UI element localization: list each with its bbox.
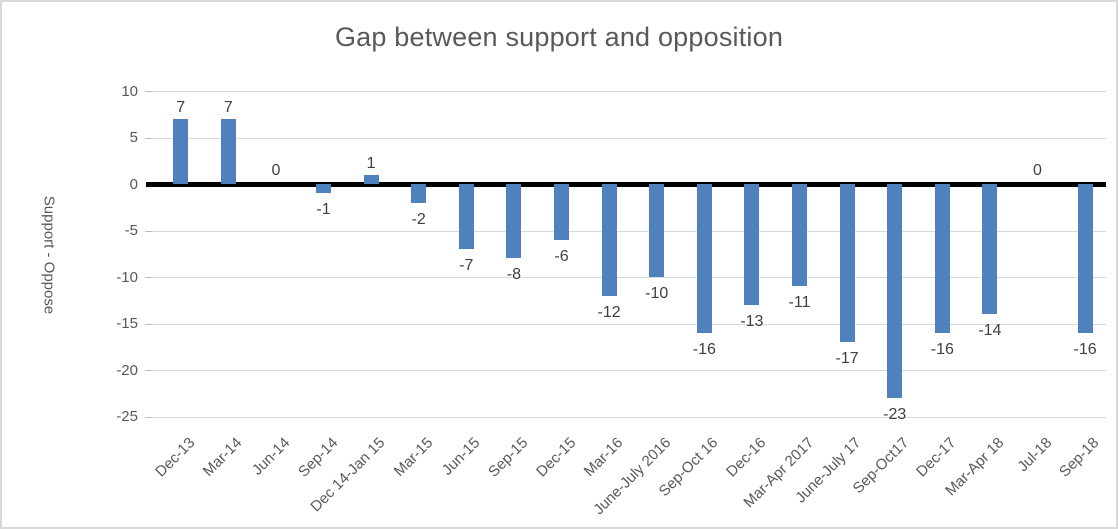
x-axis-tick-label: Mar-14 [199, 434, 246, 480]
x-axis-tick-label: Dec-17 [913, 434, 960, 481]
x-axis-tick-label: Jun-14 [248, 434, 294, 479]
bar [411, 184, 427, 203]
y-axis-tickmark [145, 416, 152, 418]
bar [601, 184, 617, 296]
y-axis-tickmark [145, 91, 152, 92]
y-axis-tickmark [145, 137, 152, 139]
data-label: -14 [978, 322, 1002, 340]
y-axis-tickmark [145, 230, 152, 232]
y-axis-tick-label: 0 [129, 175, 138, 193]
data-label: -7 [459, 257, 474, 275]
bar [792, 184, 807, 287]
data-label: -2 [411, 210, 426, 228]
bar [1077, 184, 1093, 333]
data-label: -11 [788, 294, 811, 312]
y-axis-tickmark [145, 370, 152, 371]
chart-title: Gap between support and opposition [334, 22, 784, 52]
bar [934, 184, 950, 333]
x-axis-tick-label: Sep-14 [294, 434, 341, 481]
y-axis-tickmark [145, 277, 152, 278]
gridline [152, 277, 1106, 278]
data-label: -12 [597, 303, 621, 321]
data-label: -16 [930, 340, 954, 358]
y-axis-tick-label: -20 [116, 361, 138, 379]
x-axis-zero-line [146, 181, 1106, 187]
x-axis-tick-label: Jul-18 [1013, 434, 1055, 476]
data-label: -16 [1073, 340, 1097, 358]
x-axis-tick-label: Mar-16 [580, 434, 627, 480]
bar [696, 184, 712, 333]
bar [649, 184, 665, 277]
bar [744, 184, 760, 305]
gridline [152, 416, 1106, 418]
gridline [152, 91, 1106, 92]
bar [316, 184, 331, 194]
data-label: 1 [366, 154, 376, 172]
bar [173, 118, 189, 184]
data-label: 0 [1033, 161, 1042, 179]
gridline [152, 230, 1106, 232]
y-axis-tick-label: -25 [116, 408, 138, 425]
x-axis-tick-label: Sep-18 [1056, 434, 1103, 481]
data-label: 0 [271, 161, 281, 179]
gridline [152, 370, 1106, 371]
y-axis-tick-label: 5 [129, 129, 138, 146]
x-axis-tick-label: Jun-15 [439, 434, 484, 479]
y-axis-title: Support - Oppose [40, 195, 58, 315]
gridline [152, 137, 1106, 139]
data-label: -23 [883, 405, 907, 423]
data-label: -8 [506, 266, 522, 284]
data-label: -1 [316, 201, 331, 219]
gridline [152, 323, 1106, 325]
data-label: -13 [740, 312, 764, 330]
data-label: -6 [554, 247, 569, 265]
x-axis-tick-label: Dec-16 [722, 434, 770, 481]
bar [982, 184, 998, 315]
x-axis-tick-label: Mar-15 [390, 434, 437, 480]
y-axis-tick-label: -15 [116, 315, 138, 332]
bar [458, 184, 474, 250]
bar [887, 184, 903, 398]
bar [220, 118, 236, 184]
bar [506, 184, 522, 259]
x-axis-tick-label: Dec-15 [532, 434, 579, 481]
data-label: -17 [835, 350, 859, 368]
bar [839, 184, 855, 343]
bar [363, 174, 379, 184]
y-axis-tick-label: -5 [124, 222, 138, 239]
data-label: 7 [223, 98, 233, 116]
bar [554, 184, 569, 240]
data-label: 7 [176, 98, 186, 116]
data-label: -10 [645, 285, 669, 302]
y-axis-tick-label: 10 [121, 82, 138, 100]
data-label: -16 [692, 340, 716, 358]
y-axis-tickmark [145, 323, 152, 325]
x-axis-tick-label: Sep-15 [484, 434, 532, 481]
y-axis-tick-label: -10 [116, 268, 138, 286]
x-axis-tick-label: Dec-13 [151, 434, 199, 481]
